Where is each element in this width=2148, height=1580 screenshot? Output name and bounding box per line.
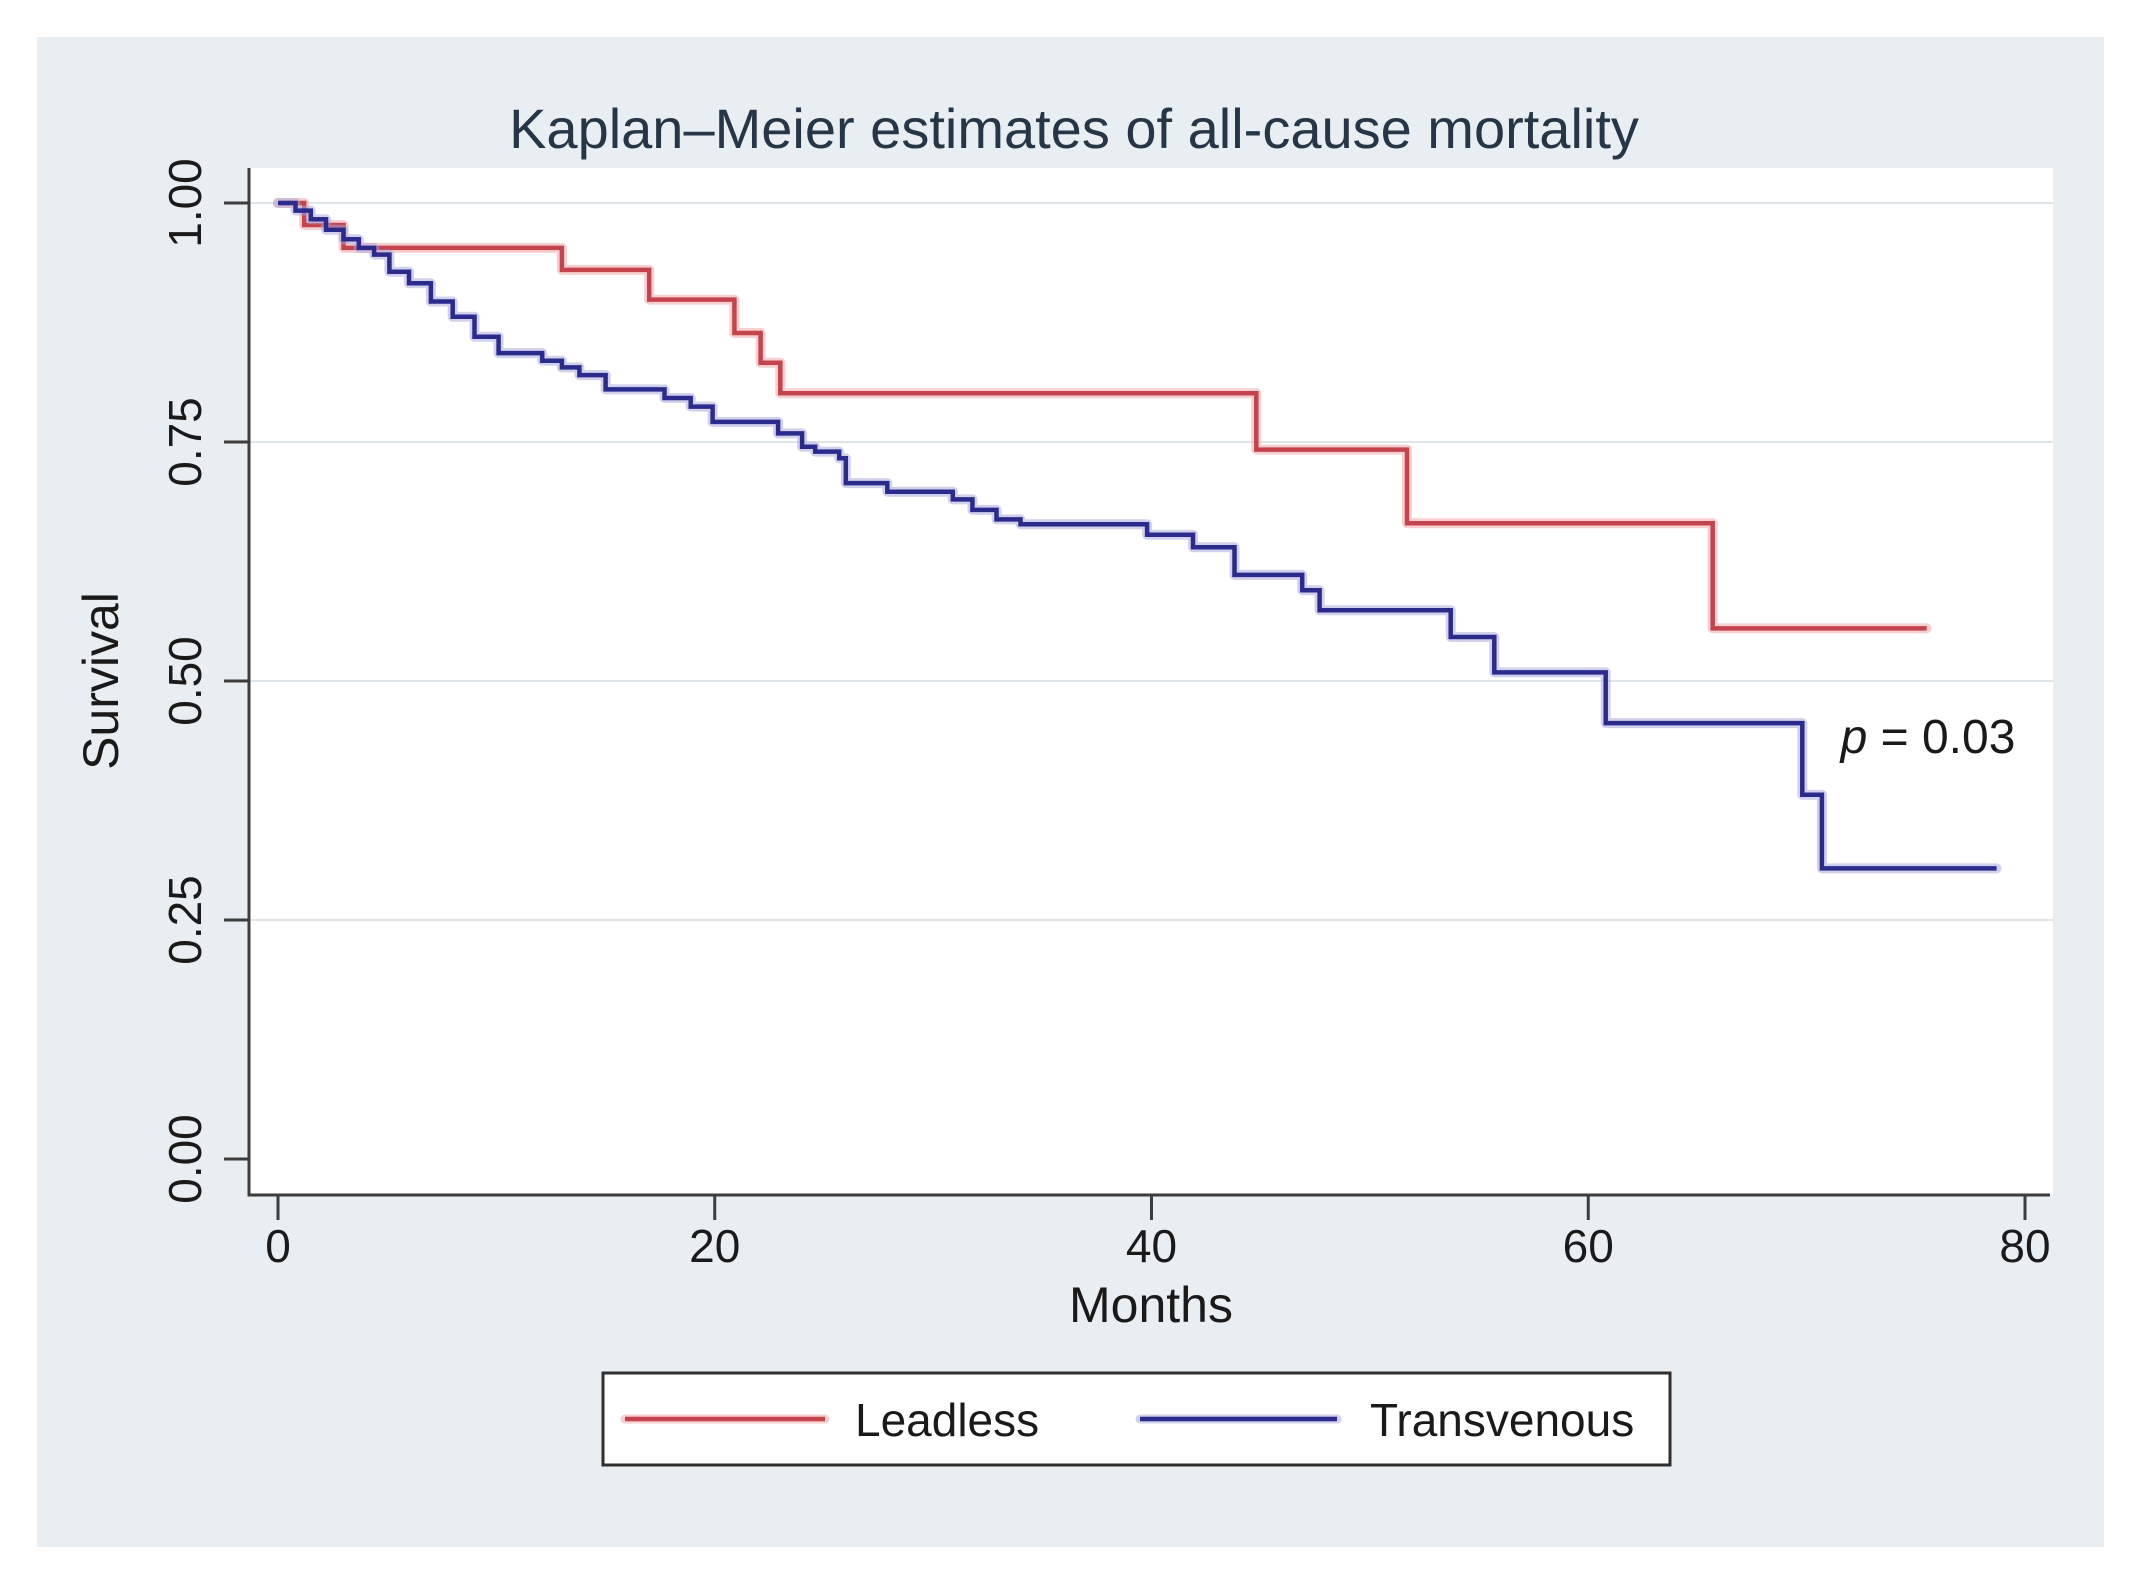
p-value-symbol: p (1839, 711, 1868, 764)
x-tick-label-80: 80 (1999, 1220, 2050, 1272)
x-tick-label-20: 20 (689, 1220, 740, 1272)
x-tick-label-40: 40 (1126, 1220, 1177, 1272)
y-tick-label-0.00: 0.00 (159, 1114, 211, 1204)
legend-label-leadless: Leadless (855, 1394, 1039, 1446)
x-tick-label-0: 0 (265, 1220, 291, 1272)
y-tick-label-0.25: 0.25 (159, 875, 211, 965)
x-tick-label-60: 60 (1563, 1220, 1614, 1272)
p-value-number: = 0.03 (1867, 711, 2015, 764)
chart-title: Kaplan–Meier estimates of all-cause mort… (509, 97, 1639, 160)
y-tick-label-1.00: 1.00 (159, 158, 211, 248)
gridlines (249, 202, 2053, 921)
tick-marks (224, 201, 2027, 1220)
survival-curves (273, 198, 2002, 874)
p-value-annotation: p = 0.03 (1839, 711, 2016, 764)
y-tick-label-0.50: 0.50 (159, 636, 211, 726)
y-tick-label-0.75: 0.75 (159, 397, 211, 487)
y-axis-title: Survival (73, 592, 129, 770)
tick-labels: 1.00 0.75 0.50 0.25 0.00 0 20 40 60 80 (159, 158, 2051, 1272)
x-axis-title: Months (1069, 1277, 1233, 1333)
legend: Leadless Transvenous (601, 1371, 1672, 1467)
legend-label-transvenous: Transvenous (1370, 1394, 1634, 1446)
curve-transvenous (278, 200, 1997, 871)
